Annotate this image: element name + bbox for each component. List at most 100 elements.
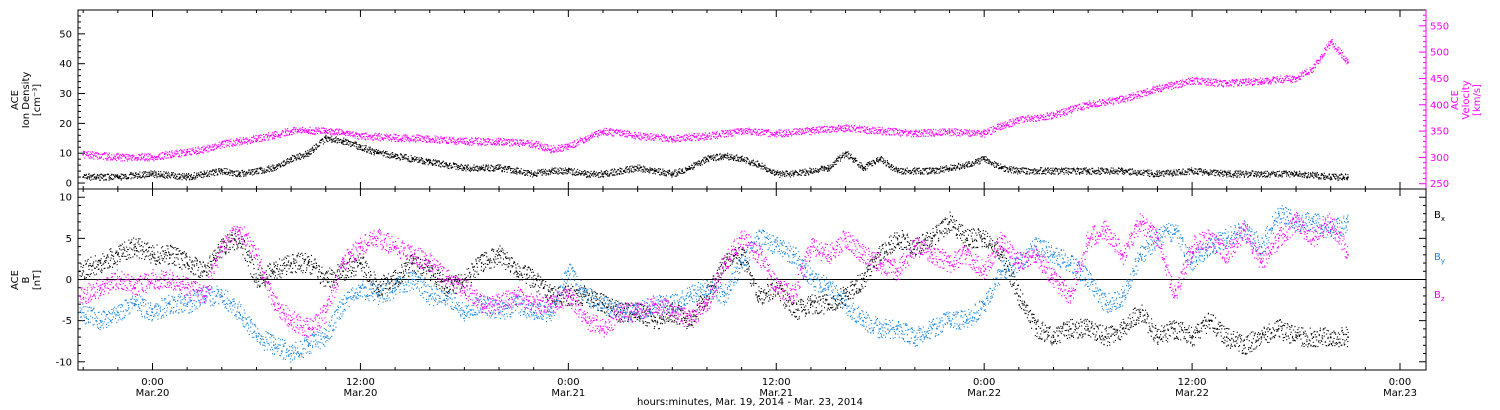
velocity-point <box>1311 68 1313 70</box>
density-point <box>346 142 348 144</box>
density-point <box>257 173 259 175</box>
density-point <box>118 176 120 178</box>
velocity-point <box>645 134 647 136</box>
velocity-point <box>258 135 260 137</box>
velocity-point <box>1175 80 1177 82</box>
density-point <box>460 164 462 166</box>
velocity-point <box>527 141 529 143</box>
velocity-point <box>309 126 311 128</box>
velocity-point <box>897 130 899 132</box>
velocity-point <box>317 130 319 132</box>
density-point <box>144 171 146 173</box>
velocity-point <box>1193 78 1195 80</box>
density-point <box>283 161 285 163</box>
velocity-point <box>771 132 773 134</box>
left-tick-label: 20 <box>59 119 72 130</box>
density-point <box>308 153 310 155</box>
density-point <box>439 165 441 167</box>
velocity-point <box>1103 99 1105 101</box>
density-point <box>530 170 532 172</box>
velocity-point <box>257 138 259 140</box>
density-point <box>86 178 88 180</box>
velocity-point <box>557 146 559 148</box>
velocity-point <box>120 157 122 159</box>
density-point <box>462 169 464 171</box>
density-point <box>422 163 424 165</box>
density-point <box>308 151 310 153</box>
velocity-point <box>902 134 904 136</box>
density-point <box>346 143 348 145</box>
velocity-point <box>1043 114 1045 116</box>
velocity-point <box>642 132 644 134</box>
velocity-point <box>1156 86 1158 88</box>
density-point <box>492 166 494 168</box>
velocity-point <box>1244 79 1246 81</box>
velocity-anchor-point <box>498 140 500 143</box>
density-point <box>525 174 527 176</box>
velocity-point <box>737 129 739 131</box>
velocity-point <box>204 150 206 152</box>
velocity-point <box>206 150 208 152</box>
density-point <box>119 177 121 179</box>
velocity-point <box>616 129 618 131</box>
density-point <box>464 168 466 170</box>
density-point <box>320 139 322 141</box>
velocity-point <box>149 153 151 155</box>
velocity-point <box>1163 88 1165 90</box>
velocity-point <box>825 130 827 132</box>
velocity-point <box>1051 111 1053 113</box>
velocity-point <box>1113 98 1115 100</box>
velocity-point <box>144 155 146 157</box>
velocity-point <box>593 132 595 134</box>
velocity-point <box>1230 84 1232 86</box>
density-point <box>542 172 544 174</box>
density-point <box>530 172 532 174</box>
density-point <box>248 169 250 171</box>
velocity-point <box>584 137 586 139</box>
velocity-point <box>1173 87 1175 89</box>
velocity-point <box>1250 79 1252 81</box>
velocity-point <box>1278 78 1280 80</box>
density-point <box>352 144 354 146</box>
velocity-point <box>1245 79 1247 81</box>
velocity-point <box>1318 60 1320 62</box>
density-point <box>239 174 241 176</box>
velocity-point <box>270 135 272 137</box>
velocity-point <box>726 130 728 132</box>
density-point <box>265 169 267 171</box>
velocity-point <box>786 134 788 136</box>
velocity-point <box>251 140 253 142</box>
velocity-point <box>1214 81 1216 83</box>
velocity-point <box>773 134 775 136</box>
density-point <box>190 173 192 175</box>
velocity-point <box>1240 79 1242 81</box>
velocity-point <box>371 136 373 138</box>
velocity-point <box>1305 70 1307 72</box>
velocity-point <box>477 143 479 145</box>
velocity-point <box>1274 77 1276 79</box>
velocity-point <box>794 128 796 130</box>
velocity-point <box>150 155 152 157</box>
velocity-point <box>485 141 487 143</box>
velocity-point <box>649 138 651 140</box>
velocity-point <box>1257 84 1259 86</box>
density-point <box>270 168 272 170</box>
density-point <box>355 146 357 148</box>
density-point <box>329 138 331 140</box>
velocity-point <box>1266 77 1268 79</box>
velocity-point <box>1101 103 1103 105</box>
velocity-point <box>487 142 489 144</box>
velocity-point <box>400 138 402 140</box>
velocity-point <box>856 127 858 129</box>
velocity-point <box>486 143 488 145</box>
velocity-point <box>425 141 427 143</box>
velocity-point <box>423 138 425 140</box>
velocity-anchor-point <box>775 132 778 135</box>
velocity-point <box>214 145 216 147</box>
density-point <box>496 164 498 166</box>
velocity-point <box>830 126 832 128</box>
velocity-point <box>230 141 232 143</box>
density-point <box>465 166 467 168</box>
velocity-point <box>1090 105 1092 107</box>
velocity-point <box>153 160 155 162</box>
